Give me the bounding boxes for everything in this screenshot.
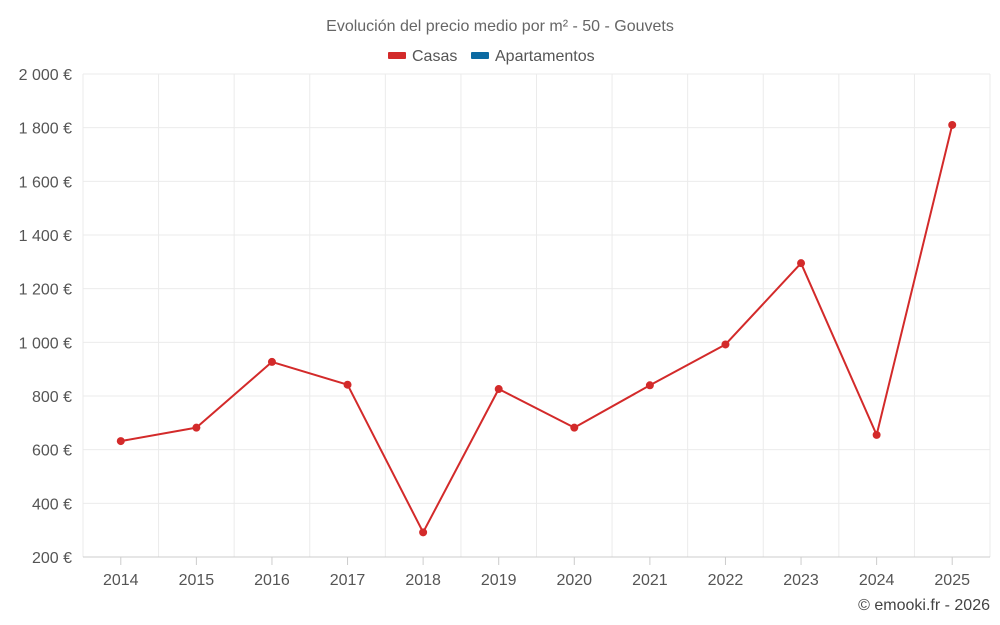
series-line-casas [120,124,954,534]
y-tick-label: 1 200 € [19,282,72,299]
x-tick-label: 2017 [330,572,366,589]
y-tick-label: 1 400 € [19,228,72,245]
legend-item-casas[interactable]: Casas [388,48,457,65]
y-axis: 200 € 400 € 600 € 800 € 1 000 € 1 200 € 1 400 … [19,67,72,567]
data-point-2023[interactable] [797,259,806,268]
data-point-2014[interactable] [116,437,125,446]
gridlines [82,73,991,558]
x-tick-label: 2014 [103,572,139,589]
legend-item-apartamentos[interactable]: Apartamentos [471,48,595,65]
legend-label: Apartamentos [495,48,595,65]
y-tick-label: 400 € [32,496,72,513]
data-point-2020[interactable] [570,423,579,432]
data-point-2022[interactable] [721,340,730,349]
x-tick-label: 2016 [254,572,290,589]
series [116,120,957,537]
data-point-2015[interactable] [192,423,201,432]
data-point-2017[interactable] [343,380,352,389]
x-tick-label: 2024 [859,572,895,589]
y-tick-label: 2 000 € [19,67,72,84]
data-point-2024[interactable] [872,430,881,439]
legend: Casas Apartamentos [388,48,595,65]
x-tick-label: 2025 [934,572,970,589]
y-tick-label: 1 000 € [19,335,72,352]
data-point-2016[interactable] [267,357,276,366]
y-tick-label: 600 € [32,443,72,460]
chart-title: Evolución del precio medio por m² - 50 -… [326,18,674,35]
y-tick-label: 1 600 € [19,174,72,191]
x-tick-label: 2021 [632,572,668,589]
x-tick-label: 2020 [556,572,592,589]
x-tick-label: 2018 [405,572,441,589]
x-tick-label: 2023 [783,572,819,589]
x-tick-label: 2019 [481,572,517,589]
legend-swatch [388,52,406,59]
y-tick-label: 200 € [32,550,72,567]
x-tick-label: 2022 [708,572,744,589]
credit-text: © emooki.fr - 2026 [858,597,990,614]
data-point-2021[interactable] [645,381,654,390]
data-point-2019[interactable] [494,385,503,394]
legend-label: Casas [412,48,457,65]
y-tick-label: 800 € [32,389,72,406]
legend-swatch [471,52,489,59]
y-tick-label: 1 800 € [19,121,72,138]
x-axis: 2014 2015 2016 2017 2018 2019 2020 2021 2022 2023… [103,557,970,589]
data-point-2025[interactable] [948,120,957,129]
x-tick-label: 2015 [179,572,215,589]
data-point-2018[interactable] [419,528,428,537]
